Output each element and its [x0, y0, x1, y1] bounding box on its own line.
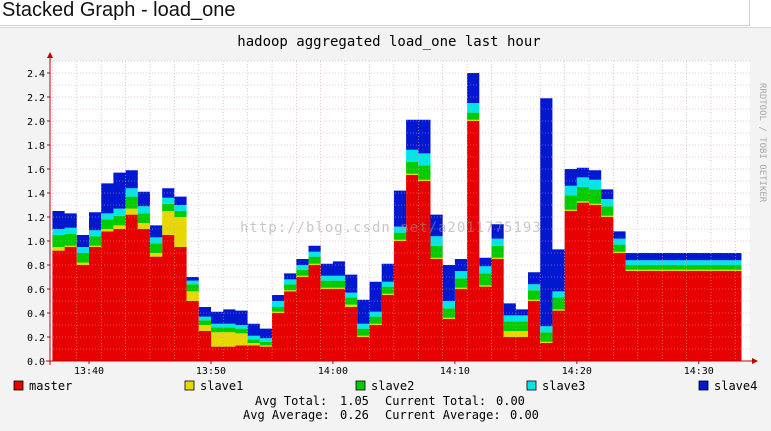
y-axis-arrow — [47, 52, 53, 58]
y-tick-label: 1.0 — [27, 237, 45, 248]
legend-label-slave4: slave4 — [714, 379, 757, 393]
y-tick-label: 2.4 — [27, 69, 45, 80]
x-tick-labels: 13:40 13:50 14:00 14:10 14:20 14:30 — [74, 361, 714, 377]
y-tick-label: 0.8 — [27, 261, 45, 272]
y-tick-label: 0.0 — [27, 357, 45, 368]
current-total-label: Current Total: — [385, 394, 486, 408]
y-tick-label: 2.2 — [27, 93, 45, 104]
y-tick-label: 2.0 — [27, 117, 45, 128]
y-tick-label: 1.4 — [27, 189, 45, 200]
legend-label-slave2: slave2 — [371, 379, 414, 393]
avg-total-label: Avg Total: — [255, 394, 327, 408]
y-tick-label: 0.2 — [27, 333, 45, 344]
series-area-slave4 — [52, 73, 742, 339]
legend-swatch-slave1 — [184, 380, 195, 391]
y-tick-label: 1.6 — [27, 165, 45, 176]
watermark: http://blog.csdn.net/a2011775193 — [240, 220, 542, 236]
legend-label-master: master — [29, 379, 72, 393]
plot-area: 0.00.20.40.60.81.01.21.41.61.82.02.22.4 … — [27, 52, 758, 377]
x-tick-label: 14:10 — [440, 366, 470, 377]
current-average-label: Current Average: — [385, 408, 501, 422]
legend-label-slave1: slave1 — [200, 379, 243, 393]
legend-swatch-master — [13, 380, 24, 391]
current-total-value: 0.00 — [496, 394, 525, 408]
x-axis-arrow — [752, 358, 758, 364]
legend-label-slave3: slave3 — [542, 379, 585, 393]
y-tick-label: 0.4 — [27, 309, 45, 320]
graph-image: hadoop aggregated load_one last hour 0.0… — [0, 27, 771, 431]
current-average-value: 0.00 — [510, 408, 539, 422]
avg-average-value: 0.26 — [340, 408, 369, 422]
title-divider-vertical — [749, 0, 750, 26]
legend-swatch-slave4 — [698, 380, 709, 391]
legend-swatch-slave2 — [355, 380, 366, 391]
avg-average-label: Avg Average: — [243, 408, 330, 422]
title-divider — [0, 25, 749, 26]
x-tick-label: 14:30 — [684, 366, 714, 377]
y-tick-label: 1.2 — [27, 213, 45, 224]
avg-total-value: 1.05 — [340, 394, 369, 408]
stacked-area-chart: hadoop aggregated load_one last hour 0.0… — [13, 34, 767, 422]
legend-swatch-slave3 — [526, 380, 537, 391]
side-label: RRDTOOL / TOBI OETIKER — [757, 83, 767, 203]
page-title: Stacked Graph - load_one — [2, 0, 236, 21]
x-tick-label: 14:00 — [318, 366, 348, 377]
chart-title: hadoop aggregated load_one last hour — [237, 34, 540, 50]
stats: Avg Total: 1.05 Current Total: 0.00 Avg … — [243, 394, 539, 422]
grid-lines — [50, 60, 750, 361]
y-tick-label: 1.8 — [27, 141, 45, 152]
x-tick-label: 13:50 — [196, 366, 226, 377]
y-tick-labels: 0.0 0.2 0.4 0.6 0.8 1.0 1.2 1.4 1.6 1.8 2.0 2.2 2.4 — [27, 69, 50, 368]
x-tick-label: 14:20 — [562, 366, 592, 377]
x-tick-label: 13:40 — [74, 366, 104, 377]
y-tick-label: 0.6 — [27, 285, 45, 296]
legend: master slave1 slave2 slave3 slave4 — [13, 379, 757, 393]
